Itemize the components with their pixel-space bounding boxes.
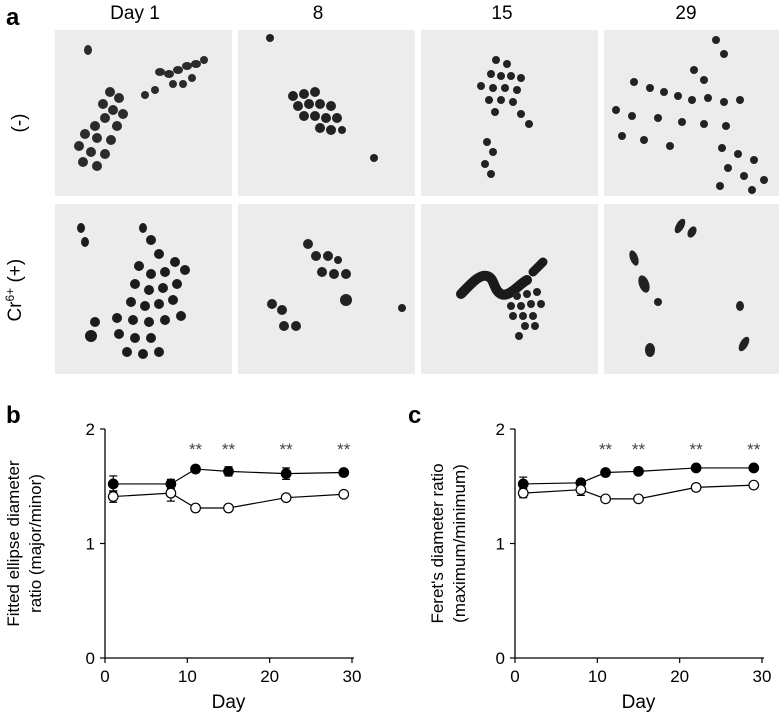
data-point-open	[600, 493, 611, 505]
data-point-filled	[633, 465, 644, 477]
series-line	[113, 468, 344, 485]
data-point-open	[633, 493, 644, 505]
row-label-cr6: Cr6+ (+)	[2, 258, 27, 322]
significance-marker: **	[337, 440, 351, 459]
series-line	[113, 492, 344, 509]
data-point-open	[338, 488, 350, 500]
data-point-filled	[107, 478, 119, 490]
x-tick-label: 20	[260, 667, 279, 686]
micrograph-control-day15	[421, 30, 598, 196]
x-tick-label: 10	[178, 667, 197, 686]
data-point-open	[690, 481, 702, 493]
data-point-filled	[748, 462, 760, 474]
bacteria-cluster-image	[267, 239, 406, 331]
data-point-filled	[690, 462, 702, 474]
y-tick-label: 0	[86, 649, 95, 668]
data-point-filled	[600, 467, 611, 478]
data-point-filled	[517, 478, 529, 490]
day-label-29: 29	[675, 3, 697, 24]
y-tick-label: 2	[86, 420, 95, 439]
panel-a-letter: a	[6, 4, 20, 31]
bacteria-cluster-image	[77, 223, 190, 359]
bacteria-cluster-image	[629, 218, 750, 357]
x-axis-label: Day	[212, 692, 246, 713]
day-label-8: 8	[312, 3, 324, 24]
bacteria-cluster-image	[612, 36, 768, 194]
micrograph-control-day8	[238, 30, 415, 196]
data-point-open	[280, 492, 292, 504]
significance-marker: **	[599, 440, 613, 459]
panel-b-letter: b	[6, 402, 21, 429]
y-axis-label: ratio (major/minor)	[26, 474, 45, 613]
x-tick-label: 20	[670, 667, 689, 686]
y-tick-label: 1	[496, 535, 505, 554]
x-tick-label: 0	[510, 667, 519, 686]
y-axis-label: Feret's diameter ratio	[428, 463, 447, 623]
data-point-open	[748, 479, 760, 491]
series-line	[523, 484, 754, 500]
data-point-open	[107, 491, 119, 502]
micrograph-cr-day8	[238, 204, 415, 374]
y-tick-label: 1	[86, 535, 95, 554]
series-line	[523, 467, 754, 485]
data-point-filled	[190, 463, 201, 475]
bacteria-cluster-image	[74, 45, 208, 171]
y-axis-label: (maximum/minimum)	[450, 464, 469, 623]
y-axis-label: Fitted ellipse diameter	[4, 460, 23, 627]
day-label-1: Day 1	[110, 3, 160, 24]
micrograph-control-day1	[55, 30, 232, 196]
data-point-open	[517, 487, 529, 499]
data-point-filled	[223, 465, 234, 477]
significance-marker: **	[690, 440, 704, 459]
significance-marker: **	[222, 440, 236, 459]
day-label-15: 15	[491, 3, 513, 24]
x-tick-label: 10	[588, 667, 607, 686]
micrograph-cr-day29	[604, 204, 779, 374]
micrograph-cr-day15	[421, 204, 598, 374]
significance-marker: **	[280, 440, 294, 459]
micrograph-cr-day1	[55, 204, 232, 374]
significance-marker: **	[189, 440, 203, 459]
y-tick-label: 0	[496, 649, 505, 668]
data-point-filled	[280, 468, 292, 480]
significance-marker: **	[632, 440, 646, 459]
x-tick-label: 30	[343, 667, 362, 686]
x-tick-label: 0	[100, 667, 109, 686]
data-point-filled	[338, 467, 350, 478]
panel-c-letter: c	[408, 402, 422, 429]
x-tick-label: 30	[753, 667, 772, 686]
data-point-open	[575, 484, 587, 496]
bacteria-cluster-image	[456, 257, 548, 340]
y-tick-label: 2	[496, 420, 505, 439]
micrograph-control-day29	[604, 30, 779, 196]
row-label-control: (-)	[9, 113, 30, 133]
data-point-open	[165, 487, 177, 499]
data-point-open	[190, 502, 201, 514]
data-point-open	[223, 502, 234, 514]
significance-marker: **	[747, 440, 761, 459]
bacteria-cluster-image	[477, 56, 533, 178]
bacteria-cluster-image	[266, 34, 378, 162]
x-axis-label: Day	[622, 692, 656, 713]
